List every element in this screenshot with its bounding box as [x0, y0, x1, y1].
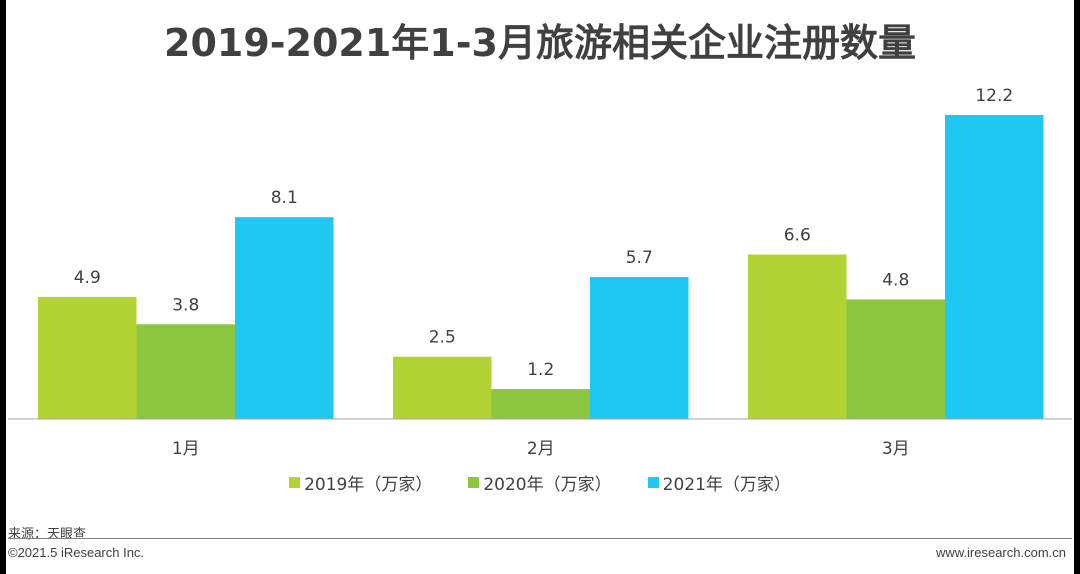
- legend: 2019年（万家） 2020年（万家） 2021年（万家）: [0, 470, 1080, 495]
- right-border: [1074, 0, 1080, 574]
- legend-item-2: 2020年（万家）: [468, 470, 612, 495]
- left-border: [0, 0, 6, 574]
- bars-group: [38, 115, 1044, 419]
- bar-3-1: [748, 254, 847, 419]
- bar-1-2: [136, 324, 235, 419]
- legend-swatch-1: [289, 477, 301, 488]
- data-label-2-3: 5.7: [626, 248, 653, 268]
- bar-2-1: [393, 356, 492, 419]
- bar-2-3: [590, 276, 689, 419]
- labels-group: 4.9 3.8 8.1 1月 2.5 1.2 5.7 2月 6.6 4.8 12.2 3月: [74, 86, 1013, 459]
- legend-label-1: 2019年（万家）: [304, 475, 433, 495]
- legend-swatch-3: [647, 477, 659, 488]
- category-label-1: 1月: [172, 439, 200, 459]
- data-label-2-2: 1.2: [527, 360, 554, 380]
- legend-swatch-2: [468, 477, 480, 488]
- source-note: 来源：天眼查: [8, 527, 87, 542]
- data-label-3-1: 6.6: [784, 226, 811, 246]
- data-label-3-3: 12.2: [975, 86, 1013, 106]
- bar-chart: 4.9 3.8 8.1 1月 2.5 1.2 5.7 2月 6.6 4.8 12.2 3月: [8, 86, 1072, 459]
- bar-1-3: [235, 217, 334, 419]
- data-label-1-2: 3.8: [172, 295, 199, 315]
- category-label-3: 3月: [882, 439, 910, 459]
- bar-2-2: [491, 389, 590, 419]
- chart-title: 2019-2021年1-3月旅游相关企业注册数量: [164, 21, 916, 65]
- bar-1-1: [38, 296, 137, 419]
- data-label-2-1: 2.5: [429, 328, 456, 348]
- data-label-3-2: 4.8: [882, 270, 909, 290]
- bar-3-3: [945, 115, 1044, 419]
- legend-label-2: 2020年（万家）: [483, 475, 612, 495]
- bar-3-2: [846, 299, 945, 419]
- legend-item-1: 2019年（万家）: [289, 470, 432, 495]
- data-label-1-1: 4.9: [74, 268, 101, 288]
- legend-item-3: 2021年（万家）: [647, 470, 791, 495]
- category-label-2: 2月: [527, 439, 555, 459]
- legend-label-3: 2021年（万家）: [662, 475, 791, 495]
- website-text: www.iresearch.com.cn: [935, 545, 1066, 560]
- data-label-1-3: 8.1: [271, 188, 298, 208]
- copyright-text: ©2021.5 iResearch Inc.: [8, 545, 145, 560]
- footer-divider: [8, 538, 1072, 539]
